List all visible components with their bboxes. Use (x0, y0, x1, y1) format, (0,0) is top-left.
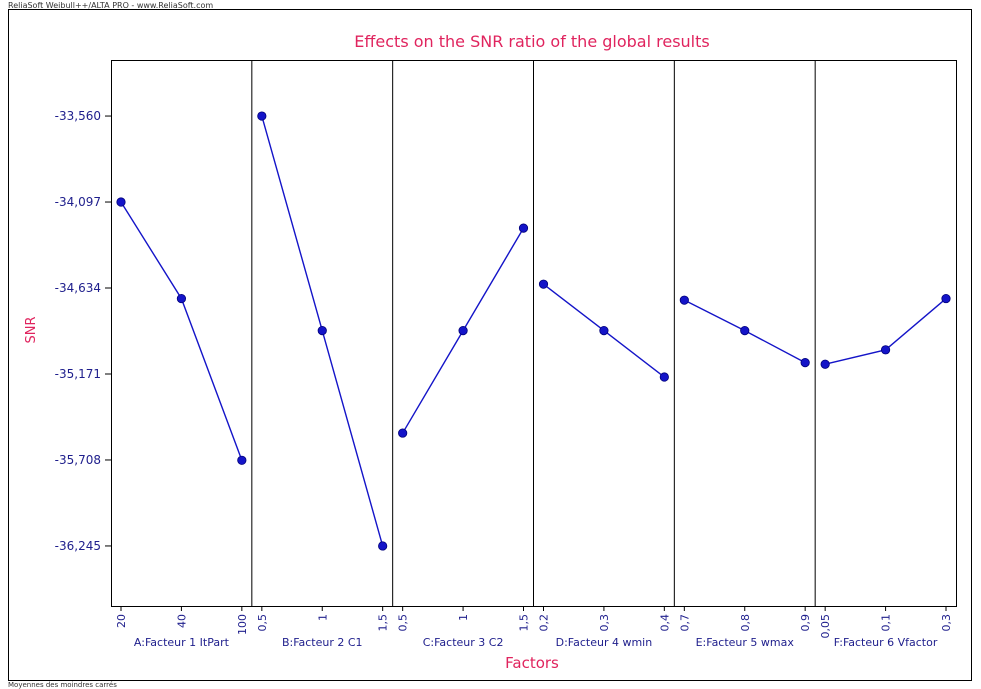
x-tick-label: 0,05 (819, 614, 832, 639)
plot-area: -33,560 -34,097 -34,634 -35,171 -35,708 -36,2… (55, 60, 957, 649)
data-point (659, 372, 669, 382)
x-axis-label: Factors (505, 654, 559, 672)
x-tick-label: 1 (316, 614, 329, 621)
data-point (237, 455, 247, 465)
factor-label: D:Facteur 4 wmin (556, 636, 653, 649)
x-tick-label: 0,5 (256, 614, 269, 632)
data-point (458, 325, 468, 336)
y-tick-label: -35,171 (55, 367, 101, 381)
series-line-1 (120, 201, 243, 461)
x-tick-label: 0,3 (598, 614, 611, 632)
y-tick-label: -35,708 (55, 453, 101, 467)
factor-label: B:Facteur 2 C1 (282, 636, 363, 649)
data-point (176, 293, 187, 304)
x-tick-label: 0,7 (678, 614, 691, 632)
y-tick-label: -36,245 (55, 539, 101, 553)
data-point (599, 325, 609, 336)
x-tick-label: 0,8 (739, 614, 752, 632)
y-tick-label: -33,560 (55, 109, 101, 123)
factor-label: A:Facteur 1 ItPart (134, 636, 230, 649)
x-tick-label: 1,5 (518, 614, 531, 632)
x-tick-label: 100 (236, 614, 249, 635)
data-point (800, 358, 810, 368)
data-point (257, 111, 267, 121)
y-tick-label: -34,097 (55, 195, 101, 209)
x-tick-label: 0,9 (799, 614, 812, 632)
data-point (538, 279, 549, 289)
y-axis-label: SNR (24, 316, 39, 343)
x-tick-label: 0,1 (880, 614, 893, 632)
x-tick-label: 0,2 (538, 614, 551, 632)
y-tick-label: -34,634 (55, 281, 101, 295)
x-tick-label: 40 (175, 614, 188, 628)
data-point (378, 541, 388, 551)
x-tick-label: 0,5 (397, 614, 410, 632)
data-point (679, 295, 689, 305)
factor-label: E:Facteur 5 wmax (696, 636, 795, 649)
data-point (941, 293, 951, 304)
factor-label: C:Facteur 3 C2 (423, 636, 504, 649)
data-point (398, 428, 408, 438)
data-point (116, 197, 126, 207)
data-point (880, 345, 891, 355)
footer-note: Moyennes des moindres carrés (8, 681, 117, 689)
data-point (740, 325, 750, 336)
source-caption: ReliaSoft Weibull++/ALTA PRO - www.Relia… (8, 1, 214, 10)
x-tick-label: 20 (115, 614, 128, 628)
x-tick-label: 0,4 (658, 614, 671, 632)
data-point (518, 223, 529, 233)
data-point (820, 359, 830, 369)
outer-border (8, 9, 972, 681)
x-tick-label: 1,5 (377, 614, 390, 632)
x-tick-label: 0,3 (940, 614, 953, 632)
x-tick-label: 1 (457, 614, 470, 621)
data-point (317, 325, 327, 336)
factor-label: F:Facteur 6 Vfactor (834, 636, 938, 649)
chart-title: Effects on the SNR ratio of the global r… (354, 32, 709, 51)
